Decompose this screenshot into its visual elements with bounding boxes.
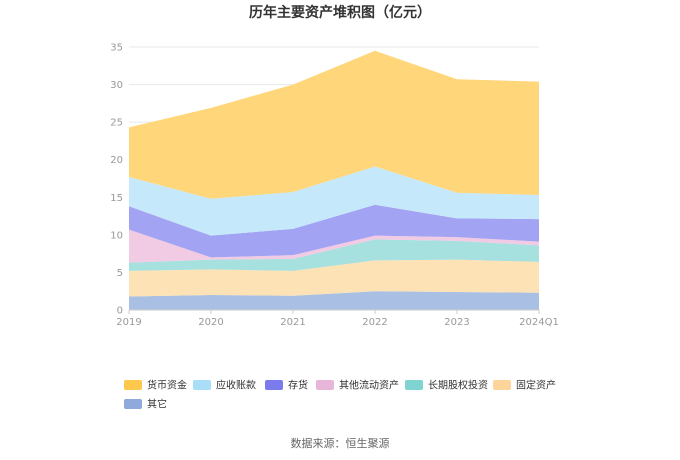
area-3 <box>129 229 539 263</box>
x-tick-label-2: 2021 <box>280 317 305 328</box>
legend-label-2: 存货 <box>288 379 308 392</box>
legend-swatch-6 <box>124 399 142 409</box>
x-tick-label-1: 2020 <box>198 317 223 328</box>
x-tick-label-5: 2024Q1 <box>519 317 559 328</box>
y-tick-label-25: 25 <box>110 118 123 129</box>
y-axis: 0 5 10 15 20 25 30 35 <box>110 43 123 317</box>
area-0 <box>129 291 539 310</box>
area-6 <box>129 50 539 199</box>
legend-swatch-0 <box>124 380 142 390</box>
x-tick-label-4: 2023 <box>444 317 469 328</box>
area-2 <box>129 239 539 271</box>
y-tick-label-35: 35 <box>110 43 123 54</box>
legend-swatch-1 <box>193 380 211 390</box>
legend-label-3: 其他流动资产 <box>339 379 399 392</box>
legend-label-1: 应收账款 <box>216 379 256 392</box>
legend-swatch-3 <box>316 380 334 390</box>
data-source: 数据来源：恒生聚源 <box>291 436 390 450</box>
legend-label-4: 长期股权投资 <box>428 379 488 392</box>
area-4 <box>129 204 539 258</box>
legend-label-0: 货币资金 <box>147 379 187 392</box>
y-tick-label-10: 10 <box>110 230 123 241</box>
y-tick-label-15: 15 <box>110 193 123 204</box>
x-tick-label-0: 2019 <box>116 317 141 328</box>
area-series <box>129 50 539 310</box>
legend-label-5: 固定资产 <box>516 379 556 392</box>
legend-swatch-2 <box>265 380 283 390</box>
chart-title: 历年主要资产堆积图（亿元） <box>249 4 431 21</box>
x-tick-label-3: 2022 <box>362 317 387 328</box>
area-1 <box>129 259 539 297</box>
legend-swatch-5 <box>493 380 511 390</box>
legend-swatch-4 <box>405 380 423 390</box>
y-tick-label-20: 20 <box>110 155 123 166</box>
area-5 <box>129 166 539 236</box>
y-tick-label-5: 5 <box>117 268 123 279</box>
y-tick-label-30: 30 <box>110 80 123 91</box>
x-axis: 2019 2020 2021 2022 2023 2024Q1 <box>116 309 559 328</box>
y-tick-label-0: 0 <box>117 306 123 317</box>
legend-label-6: 其它 <box>147 398 167 411</box>
